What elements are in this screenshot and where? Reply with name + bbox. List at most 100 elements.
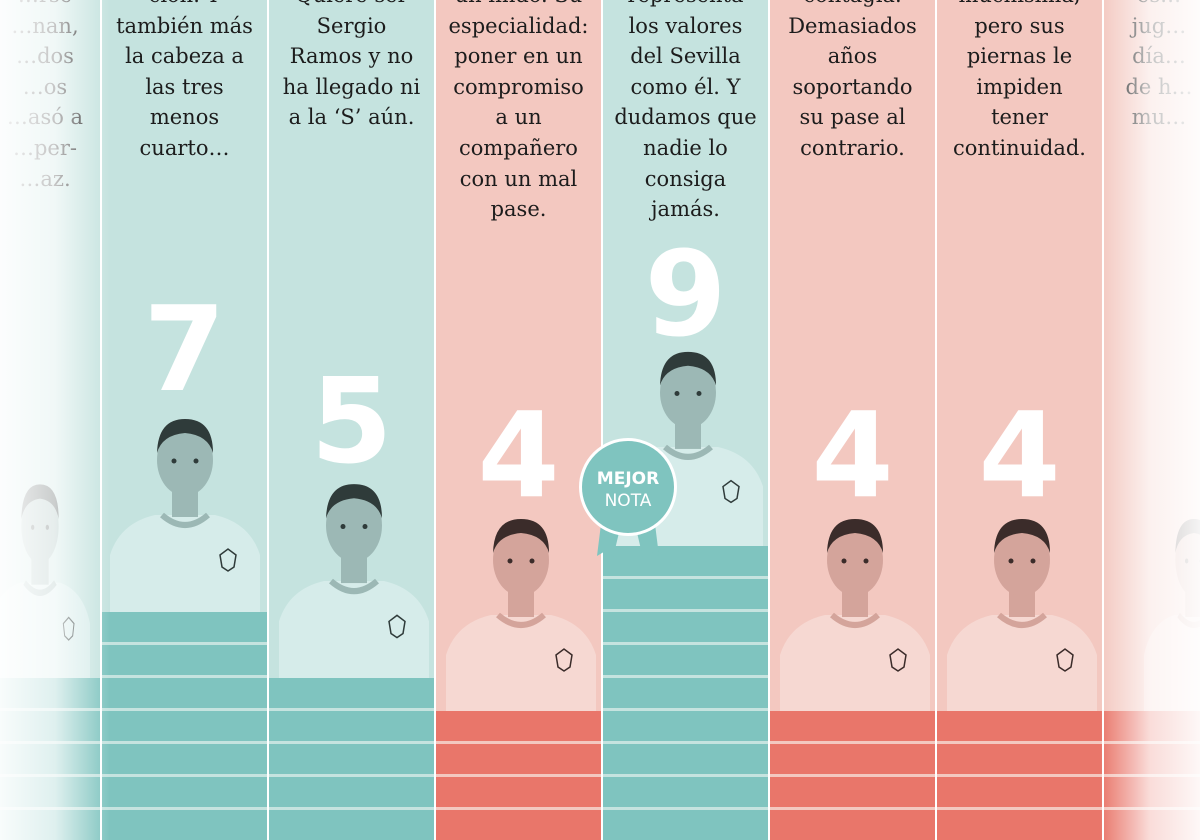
comment-line: continuidad. — [953, 135, 1086, 160]
best-grade-badge: MEJOR NOTA — [579, 438, 677, 558]
player-column: un lindo. Su especialidad: poner en un comp… — [436, 0, 601, 840]
player-photo-icon — [1144, 519, 1200, 715]
player-grade: 4 — [978, 386, 1061, 524]
comment-line: Sergio — [316, 13, 387, 38]
grade-bar — [436, 708, 601, 840]
player-photo-icon — [446, 519, 596, 715]
player-comment: …rse …nan, …dos …os …asó a …per- …az. — [0, 0, 100, 194]
grade-bar-segment — [603, 579, 768, 609]
comment-line: …az. — [19, 166, 71, 191]
grade-bar-segment — [0, 810, 100, 840]
comment-line: jug… — [1131, 13, 1187, 38]
comment-line: compromiso — [453, 74, 584, 99]
comment-line: a la ‘S’ aún. — [288, 105, 415, 130]
grade-bar-segment — [937, 744, 1102, 774]
comment-line: mu… — [1131, 105, 1187, 130]
grade-bar-segment — [770, 777, 935, 807]
grade-bar-segment — [436, 744, 601, 774]
comment-line: también más — [116, 13, 253, 38]
comment-line: dudamos que — [614, 105, 757, 130]
grade-bar-segment — [102, 678, 267, 708]
player-column-best: representa los valores del Sevilla como él.… — [603, 0, 768, 840]
comment-line: las tres — [145, 74, 224, 99]
comment-line: pase. — [490, 197, 547, 222]
player-photo-icon — [279, 484, 429, 682]
grade-bar — [0, 675, 100, 840]
player-column: muchísima, pero sus piernas le impiden tener… — [937, 0, 1102, 840]
grade-bar-segment — [770, 744, 935, 774]
player-column: Quiere ser Sergio Ramos y no ha llegado ni a… — [269, 0, 434, 840]
grade-bar-segment — [770, 711, 935, 741]
comment-line: compañero — [459, 135, 578, 160]
grade-bar-segment — [0, 744, 100, 774]
player-grade: 5 — [310, 352, 393, 490]
player-column: ción. Y también más la cabeza a las tres men… — [102, 0, 267, 840]
comment-line: cuarto… — [139, 135, 230, 160]
comment-line: ción. Y — [106, 0, 263, 11]
comment-line: …os — [22, 74, 68, 99]
comment-line: a un — [495, 105, 542, 130]
comment-line: …rse — [0, 0, 96, 11]
grade-bar-segment — [603, 810, 768, 840]
grade-bar-segment — [436, 711, 601, 741]
grade-bar — [603, 543, 768, 840]
player-portrait — [279, 470, 429, 682]
player-portrait — [947, 505, 1097, 715]
comment-line: representa — [607, 0, 764, 11]
comment-line: menos — [149, 105, 220, 130]
badge-circle: MEJOR NOTA — [579, 438, 677, 536]
grade-bar-segment — [0, 678, 100, 708]
comment-line: soportando — [792, 74, 913, 99]
comment-line: años — [827, 44, 878, 69]
comment-line: muchísima, — [941, 0, 1098, 11]
comment-line: día… — [1132, 44, 1186, 69]
comment-line: piernas le — [966, 44, 1073, 69]
comment-line: tener — [991, 105, 1048, 130]
grade-bar-segment — [0, 777, 100, 807]
grade-bar-segment — [269, 810, 434, 840]
comment-line: contrario. — [800, 135, 905, 160]
grade-bar-segment — [937, 711, 1102, 741]
comment-line: Ramos y no — [289, 44, 414, 69]
comment-line: Quiere ser — [273, 0, 430, 11]
comment-line: …dos — [16, 44, 74, 69]
grade-bar-segment — [937, 810, 1102, 840]
grade-bar-segment — [603, 612, 768, 642]
grade-bar-segment — [102, 777, 267, 807]
comment-line: especialidad: — [448, 13, 589, 38]
comment-line: pero sus — [974, 13, 1065, 38]
grade-bar-segment — [770, 810, 935, 840]
grade-bar-segment — [603, 546, 768, 576]
grade-bar-segment — [1104, 810, 1200, 840]
player-portrait — [780, 505, 930, 715]
grade-bar-segment — [1104, 711, 1200, 741]
comment-line: los valores — [628, 13, 743, 38]
badge-line2: NOTA — [604, 491, 652, 511]
grade-bar-segment — [102, 645, 267, 675]
grade-bar — [937, 708, 1102, 840]
comment-line: es… — [1108, 0, 1200, 11]
player-column-partial-left: …rse …nan, …dos …os …asó a …per- …az. — [0, 0, 100, 840]
comment-line: la cabeza a — [125, 44, 244, 69]
grade-bar-segment — [603, 645, 768, 675]
grade-bar — [269, 675, 434, 840]
player-comment: un lindo. Su especialidad: poner en un comp… — [436, 0, 601, 225]
grade-bar — [770, 708, 935, 840]
player-photo-icon — [947, 519, 1097, 715]
player-photo-icon — [780, 519, 930, 715]
grade-bar-segment — [102, 744, 267, 774]
comment-line: su pase al — [799, 105, 906, 130]
grade-bar-segment — [269, 678, 434, 708]
comment-line: poner en un — [454, 44, 583, 69]
player-comment: ción. Y también más la cabeza a las tres men… — [102, 0, 267, 164]
player-grade: 4 — [477, 386, 560, 524]
player-portrait — [0, 470, 90, 685]
grade-bar-segment — [937, 777, 1102, 807]
player-grade: 9 — [644, 225, 727, 363]
player-comment: es… jug… día… de h… mu… — [1104, 0, 1200, 133]
player-photo-icon — [110, 419, 260, 615]
comment-line: consiga — [644, 166, 727, 191]
player-comment: representa los valores del Sevilla como él.… — [603, 0, 768, 225]
grade-bar-segment — [603, 711, 768, 741]
grade-bar-segment — [603, 744, 768, 774]
